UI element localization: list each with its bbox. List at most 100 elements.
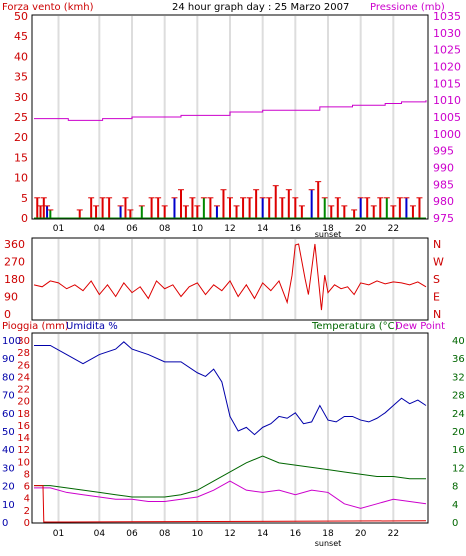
panel-wind-frame — [31, 14, 429, 220]
sunset-label: sunset — [315, 230, 342, 239]
direction-tick-label: 360 — [4, 238, 25, 251]
hour-tick-label: 08 — [159, 529, 171, 539]
humidity-tick-label: 0 — [2, 518, 8, 529]
hour-tick-label: 14 — [257, 529, 269, 539]
wind-tick-label: 35 — [14, 71, 28, 84]
wind-tick-label: 25 — [14, 111, 28, 124]
humidity-tick-label: 100 — [2, 336, 21, 347]
wind-tick-label: 50 — [14, 10, 28, 23]
rain-tick-label: 14 — [17, 433, 30, 444]
temperature-tick-label: 36 — [452, 354, 465, 365]
pressure-tick-label: 985 — [433, 178, 454, 191]
wind-bar — [294, 197, 297, 218]
hour-tick-label: 01 — [53, 224, 64, 234]
temperature-line — [34, 455, 426, 498]
wind-bar — [336, 197, 339, 218]
wind-bar — [255, 189, 258, 218]
sunset-label: sunset — [315, 539, 342, 548]
wind-bar — [385, 197, 388, 218]
direction-tick-label: 90 — [4, 291, 18, 304]
hour-tick-label: 06 — [126, 529, 138, 539]
wind-bar — [36, 197, 39, 218]
wind-bar — [300, 205, 303, 218]
hour-tick-label: 12 — [224, 224, 235, 234]
hour-tick-label: 22 — [388, 529, 399, 539]
wind-bar — [140, 205, 143, 218]
temperature-tick-label: 12 — [452, 463, 465, 474]
wind-bar — [202, 197, 205, 218]
pressure-axis-title: Pressione (mb) — [370, 2, 445, 13]
wind-bar — [124, 197, 127, 218]
hour-tick-label: 18 — [322, 224, 334, 234]
pressure-tick-label: 990 — [433, 162, 454, 175]
hour-tick-label: 12 — [224, 529, 235, 539]
temperature-tick-label: 24 — [452, 409, 465, 420]
rain-tick-label: 22 — [17, 385, 30, 396]
compass-tick-label: E — [433, 291, 440, 304]
hour-tick-label: 14 — [257, 224, 269, 234]
wind-bar — [392, 205, 395, 218]
wind-bar — [229, 197, 231, 218]
hour-tick-label: 08 — [159, 224, 171, 234]
hour-tick-label: 10 — [192, 224, 204, 234]
wind-bar — [418, 197, 421, 218]
rain-tick-label: 18 — [17, 409, 30, 420]
rain-tick-label: 16 — [17, 421, 30, 432]
rain-tick-label: 30 — [17, 336, 30, 347]
rain-tick-label: 24 — [17, 372, 30, 383]
dewpoint-axis-title: Dew Point — [395, 321, 445, 332]
wind-bar — [108, 197, 111, 218]
temperature-tick-label: 16 — [452, 445, 465, 456]
wind-bar — [411, 205, 414, 218]
wind-bar — [173, 197, 176, 218]
temperature-tick-label: 0 — [452, 518, 458, 529]
pressure-tick-label: 1015 — [433, 77, 461, 90]
rain-tick-label: 10 — [17, 457, 30, 468]
wind-bar — [330, 205, 333, 218]
pressure-tick-label: 980 — [433, 195, 454, 208]
wind-tick-label: 40 — [14, 50, 28, 63]
wind-bar — [180, 189, 182, 218]
wind-bar — [129, 209, 132, 218]
temperature-tick-label: 32 — [452, 372, 465, 383]
wind-bar — [39, 205, 42, 218]
wind-bar — [46, 205, 49, 218]
rain-tick-label: 28 — [17, 348, 30, 359]
wind-bar — [150, 197, 153, 218]
hour-tick-label: 18 — [322, 529, 334, 539]
wind-bar — [42, 197, 45, 218]
compass-tick-label: W — [433, 256, 444, 269]
rain-tick-label: 0 — [24, 518, 30, 529]
wind-tick-label: 20 — [14, 131, 28, 144]
wind-bar — [163, 205, 166, 218]
rain-tick-label: 8 — [24, 469, 30, 480]
temperature-axis-title: Temperatura (°C) — [311, 321, 399, 332]
wind-bar — [268, 197, 271, 218]
temperature-tick-label: 4 — [452, 500, 458, 511]
wind-bar — [242, 197, 245, 218]
wind-bar — [191, 197, 194, 218]
pressure-tick-label: 995 — [433, 145, 454, 158]
dewpoint-line — [34, 480, 427, 509]
pressure-line — [34, 100, 427, 121]
wind-bar — [90, 197, 93, 218]
pressure-tick-label: 975 — [433, 212, 454, 225]
compass-tick-label: N — [433, 308, 441, 321]
hour-tick-label: 04 — [94, 529, 106, 539]
wind-bar — [323, 197, 326, 218]
rain-axis-title: Pioggia (mm) — [2, 321, 69, 332]
rain-tick-label: 6 — [24, 482, 30, 493]
wind-bar — [119, 205, 122, 218]
wind-bar — [261, 197, 264, 218]
hour-tick-label: 01 — [53, 529, 64, 539]
wind-bar — [101, 197, 104, 218]
compass-tick-label: S — [433, 273, 440, 286]
humidity-tick-label: 60 — [2, 409, 15, 420]
wind-bar — [215, 205, 218, 218]
wind-tick-label: 5 — [21, 192, 28, 205]
pressure-tick-label: 1035 — [433, 10, 461, 23]
wind-tick-label: 30 — [14, 91, 28, 104]
humidity-tick-label: 70 — [2, 391, 15, 402]
